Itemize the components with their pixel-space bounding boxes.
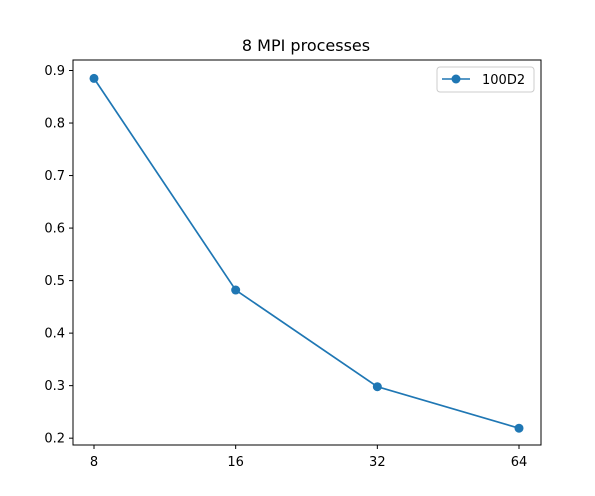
legend-box [436,66,535,93]
plot-area [72,59,542,446]
legend-marker [451,74,461,84]
y-tick-label: 0.8 [44,117,65,132]
x-tick-label: 32 [369,455,386,470]
series-layer [89,73,524,433]
x-axis: 8 16 32 64 [90,445,527,470]
y-tick-label: 0.2 [44,432,65,447]
data-point [514,423,524,433]
legend: 100D2 [436,66,535,93]
chart-title: 8 MPI processes [242,36,370,55]
y-tick-label: 0.4 [44,327,65,342]
y-axis: 0.2 0.3 0.4 0.5 0.6 0.7 0.8 0.9 [44,64,73,447]
legend-label: 100D2 [482,73,525,88]
x-tick-label: 8 [90,455,98,470]
data-point [231,285,241,295]
y-tick-label: 0.9 [44,64,65,79]
y-tick-label: 0.3 [44,379,65,394]
series-line-100d2 [93,77,520,430]
y-tick-label: 0.7 [44,169,65,184]
y-tick-label: 0.5 [44,274,65,289]
y-tick-label: 0.6 [44,222,65,237]
data-point [372,382,382,392]
x-tick-label: 16 [227,455,244,470]
x-tick-label: 64 [511,455,528,470]
data-point [89,73,99,83]
